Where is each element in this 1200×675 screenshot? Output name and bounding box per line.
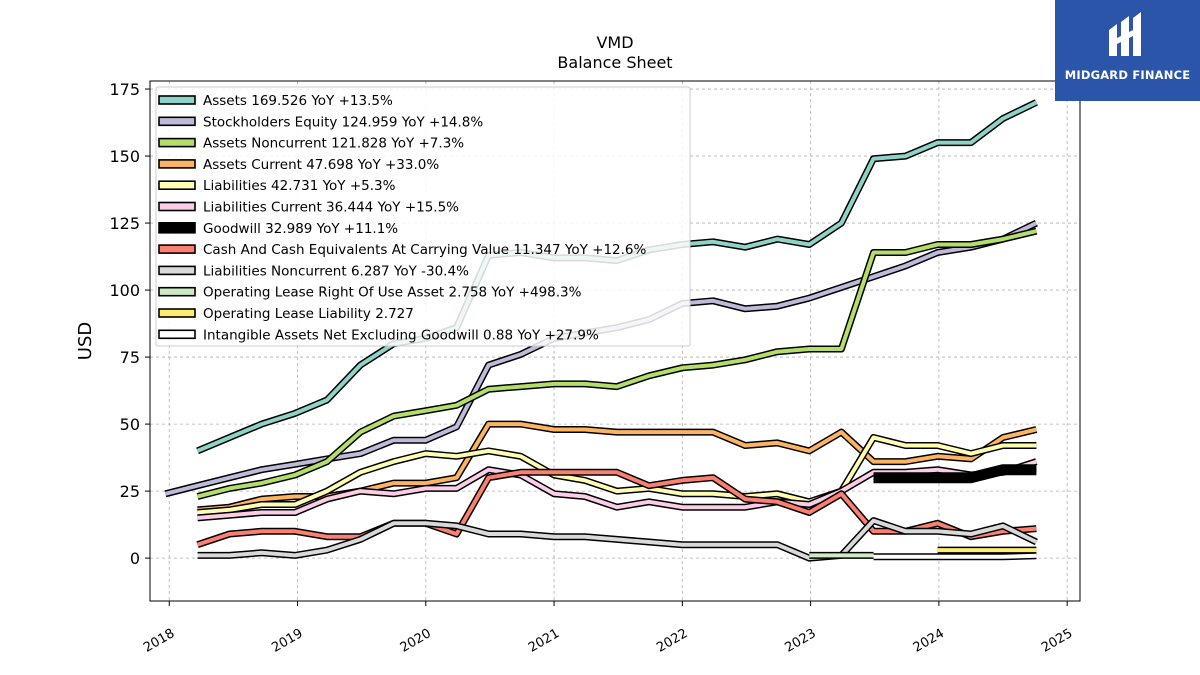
series-2 — [196, 227, 1038, 500]
legend-label: Goodwill 32.989 YoY +11.1% — [203, 221, 398, 237]
legend-swatch — [158, 116, 196, 127]
legend-swatch — [158, 180, 196, 190]
legend-swatch — [158, 222, 196, 234]
legend-swatch — [158, 201, 196, 212]
y-tick-label: 75 — [120, 348, 140, 367]
legend-label: Assets 169.526 YoY +13.5% — [203, 93, 393, 109]
midgard-finance-logo: MIDGARD FINANCE — [1055, 0, 1200, 101]
y-axis-label: USD — [75, 322, 96, 360]
y-tick-label: 100 — [109, 281, 140, 300]
legend-label: Assets Current 47.698 YoY +33.0% — [203, 157, 439, 173]
plot-frame — [149, 80, 1081, 602]
x-tick-label: 2021 — [526, 626, 562, 656]
chart-subtitle: Balance Sheet — [557, 53, 672, 72]
x-tick-label: 2020 — [398, 626, 434, 656]
series-8 — [197, 517, 1038, 562]
legend-label: Liabilities Current 36.444 YoY +15.5% — [203, 200, 459, 216]
series-4 — [197, 434, 1037, 516]
logo-text: MIDGARD FINANCE — [1064, 68, 1191, 82]
y-tick-label: 175 — [109, 80, 140, 99]
x-tick-label: 2025 — [1039, 626, 1075, 656]
legend-label: Cash And Cash Equivalents At Carrying Va… — [203, 242, 647, 258]
legend-swatch — [158, 308, 196, 318]
legend-swatch — [158, 329, 196, 340]
x-tick-label: 2023 — [783, 626, 819, 656]
legend-label: Liabilities Noncurrent 6.287 YoY -30.4% — [203, 263, 469, 279]
legend-swatch — [158, 265, 196, 276]
series-11 — [873, 552, 1037, 561]
logo-mark-icon — [1109, 12, 1141, 56]
legend-box — [155, 86, 691, 347]
legend-label: Liabilities 42.731 YoY +5.3% — [203, 178, 396, 194]
legend: Assets 169.526 YoY +13.5% Stockholders Eq… — [155, 86, 691, 347]
series-line — [197, 518, 1038, 561]
legend-swatch — [158, 244, 196, 254]
series-line — [197, 229, 1037, 499]
legend-label: Operating Lease Liability 2.727 — [203, 306, 414, 322]
x-tick-label: 2022 — [654, 626, 690, 656]
y-tick-label: 150 — [109, 147, 140, 166]
y-axis-ticks: 0 25 50 75 100 125 150 175 — [109, 80, 150, 568]
series-line — [873, 465, 1037, 482]
y-tick-label: 0 — [130, 549, 140, 568]
legend-swatch — [158, 159, 196, 169]
legend-label: Stockholders Equity 124.959 YoY +14.8% — [203, 114, 483, 130]
chart-title: VMD — [596, 33, 633, 52]
series-line — [873, 553, 1037, 559]
x-tick-label: 2024 — [911, 626, 947, 656]
legend-swatch — [158, 286, 196, 297]
legend-swatch — [158, 95, 196, 105]
x-tick-label: 2019 — [269, 626, 305, 656]
legend-swatch — [158, 137, 196, 148]
series-6 — [873, 464, 1037, 484]
series-line — [197, 435, 1037, 515]
x-axis-ticks: 2018 2019 2020 2021 2022 2023 2024 2025 — [141, 601, 1075, 656]
y-tick-label: 25 — [120, 482, 140, 501]
legend-label: Operating Lease Right Of Use Asset 2.758… — [203, 285, 582, 301]
y-tick-label: 125 — [109, 214, 140, 233]
legend-label: Intangible Assets Net Excluding Goodwill… — [203, 327, 599, 343]
legend-label: Assets Noncurrent 121.828 YoY +7.3% — [203, 136, 464, 152]
x-tick-label: 2018 — [141, 626, 177, 656]
y-tick-label: 50 — [120, 415, 140, 434]
